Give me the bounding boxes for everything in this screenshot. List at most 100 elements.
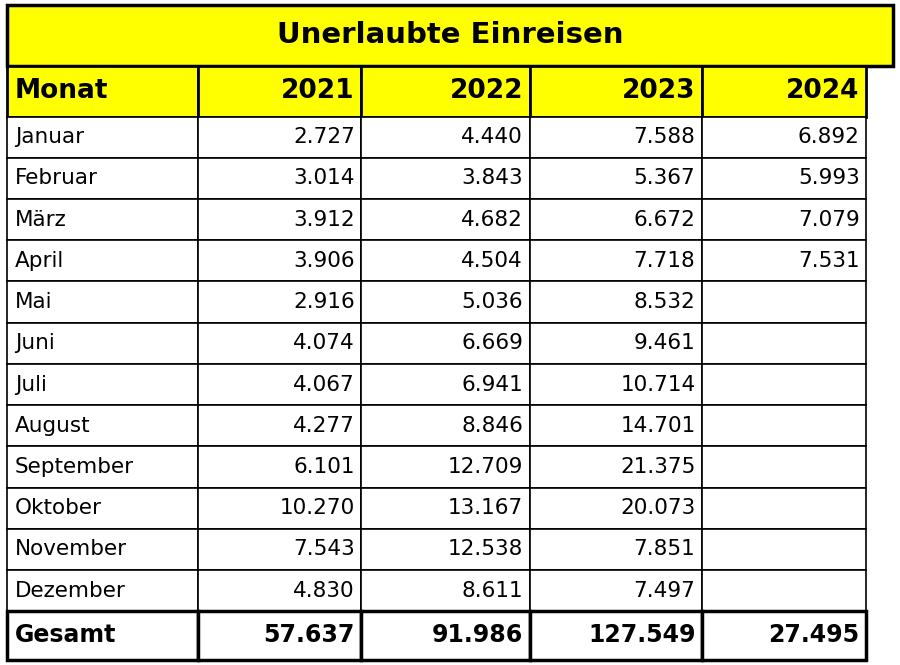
- Text: Juli: Juli: [14, 374, 47, 394]
- Bar: [530, 529, 702, 570]
- Bar: [362, 199, 530, 240]
- Text: 4.440: 4.440: [461, 127, 523, 147]
- Bar: [7, 5, 893, 66]
- Text: Juni: Juni: [14, 333, 55, 353]
- Bar: [702, 199, 866, 240]
- Text: 7.497: 7.497: [634, 581, 696, 600]
- Text: 6.941: 6.941: [461, 374, 523, 394]
- Text: 7.718: 7.718: [634, 251, 696, 271]
- Text: Unerlaubte Einreisen: Unerlaubte Einreisen: [277, 21, 623, 49]
- Bar: [530, 405, 702, 446]
- Text: Februar: Februar: [14, 168, 98, 188]
- Text: 7.543: 7.543: [293, 539, 355, 559]
- Bar: [702, 240, 866, 281]
- Bar: [530, 199, 702, 240]
- Text: 2021: 2021: [282, 78, 355, 104]
- Text: 3.912: 3.912: [293, 209, 355, 229]
- Text: 6.669: 6.669: [461, 333, 523, 353]
- Bar: [702, 611, 866, 660]
- Text: 4.830: 4.830: [293, 581, 355, 600]
- Text: 4.067: 4.067: [293, 374, 355, 394]
- Bar: [198, 281, 362, 323]
- Bar: [7, 116, 198, 158]
- Bar: [702, 281, 866, 323]
- Text: 20.073: 20.073: [620, 498, 696, 518]
- Bar: [7, 487, 198, 529]
- Text: 5.036: 5.036: [462, 292, 523, 312]
- Text: 7.531: 7.531: [798, 251, 859, 271]
- Text: 8.532: 8.532: [634, 292, 696, 312]
- Bar: [702, 66, 866, 116]
- Bar: [198, 570, 362, 611]
- Bar: [530, 158, 702, 199]
- Bar: [530, 240, 702, 281]
- Bar: [198, 446, 362, 487]
- Text: 2023: 2023: [622, 78, 696, 104]
- Text: 127.549: 127.549: [588, 624, 696, 648]
- Text: 6.101: 6.101: [293, 457, 355, 477]
- Text: 10.270: 10.270: [280, 498, 355, 518]
- Bar: [7, 529, 198, 570]
- Text: 7.079: 7.079: [798, 209, 859, 229]
- Bar: [198, 240, 362, 281]
- Text: 4.504: 4.504: [461, 251, 523, 271]
- Bar: [530, 487, 702, 529]
- Text: 8.846: 8.846: [461, 416, 523, 436]
- Text: 3.906: 3.906: [293, 251, 355, 271]
- Bar: [362, 529, 530, 570]
- Bar: [362, 66, 530, 116]
- Bar: [702, 487, 866, 529]
- Bar: [362, 158, 530, 199]
- Text: 7.588: 7.588: [634, 127, 696, 147]
- Text: April: April: [14, 251, 64, 271]
- Bar: [362, 611, 530, 660]
- Bar: [530, 446, 702, 487]
- Text: 27.495: 27.495: [769, 624, 860, 648]
- Text: 2.727: 2.727: [293, 127, 355, 147]
- Bar: [198, 611, 362, 660]
- Text: 5.993: 5.993: [798, 168, 859, 188]
- Bar: [702, 529, 866, 570]
- Bar: [7, 446, 198, 487]
- Text: 9.461: 9.461: [634, 333, 696, 353]
- Text: 10.714: 10.714: [620, 374, 696, 394]
- Bar: [362, 281, 530, 323]
- Bar: [198, 405, 362, 446]
- Text: 2022: 2022: [449, 78, 523, 104]
- Bar: [7, 66, 198, 116]
- Bar: [7, 323, 198, 364]
- Bar: [198, 487, 362, 529]
- Bar: [530, 66, 702, 116]
- Bar: [530, 116, 702, 158]
- Bar: [530, 570, 702, 611]
- Text: 4.277: 4.277: [293, 416, 355, 436]
- Bar: [530, 281, 702, 323]
- Text: Mai: Mai: [14, 292, 52, 312]
- Bar: [530, 323, 702, 364]
- Text: 7.851: 7.851: [634, 539, 696, 559]
- Bar: [530, 611, 702, 660]
- Text: 3.843: 3.843: [462, 168, 523, 188]
- Bar: [198, 323, 362, 364]
- Text: 4.682: 4.682: [461, 209, 523, 229]
- Text: 13.167: 13.167: [447, 498, 523, 518]
- Bar: [7, 199, 198, 240]
- Bar: [198, 364, 362, 405]
- Bar: [362, 323, 530, 364]
- Text: 3.014: 3.014: [293, 168, 355, 188]
- Bar: [362, 405, 530, 446]
- Bar: [7, 364, 198, 405]
- Text: Dezember: Dezember: [14, 581, 126, 600]
- Bar: [702, 323, 866, 364]
- Bar: [362, 446, 530, 487]
- Text: 8.611: 8.611: [462, 581, 523, 600]
- Bar: [702, 116, 866, 158]
- Text: 12.538: 12.538: [447, 539, 523, 559]
- Text: 2.916: 2.916: [293, 292, 355, 312]
- Bar: [362, 116, 530, 158]
- Text: November: November: [14, 539, 127, 559]
- Text: Oktober: Oktober: [14, 498, 102, 518]
- Bar: [7, 240, 198, 281]
- Text: 6.892: 6.892: [797, 127, 859, 147]
- Text: Januar: Januar: [14, 127, 84, 147]
